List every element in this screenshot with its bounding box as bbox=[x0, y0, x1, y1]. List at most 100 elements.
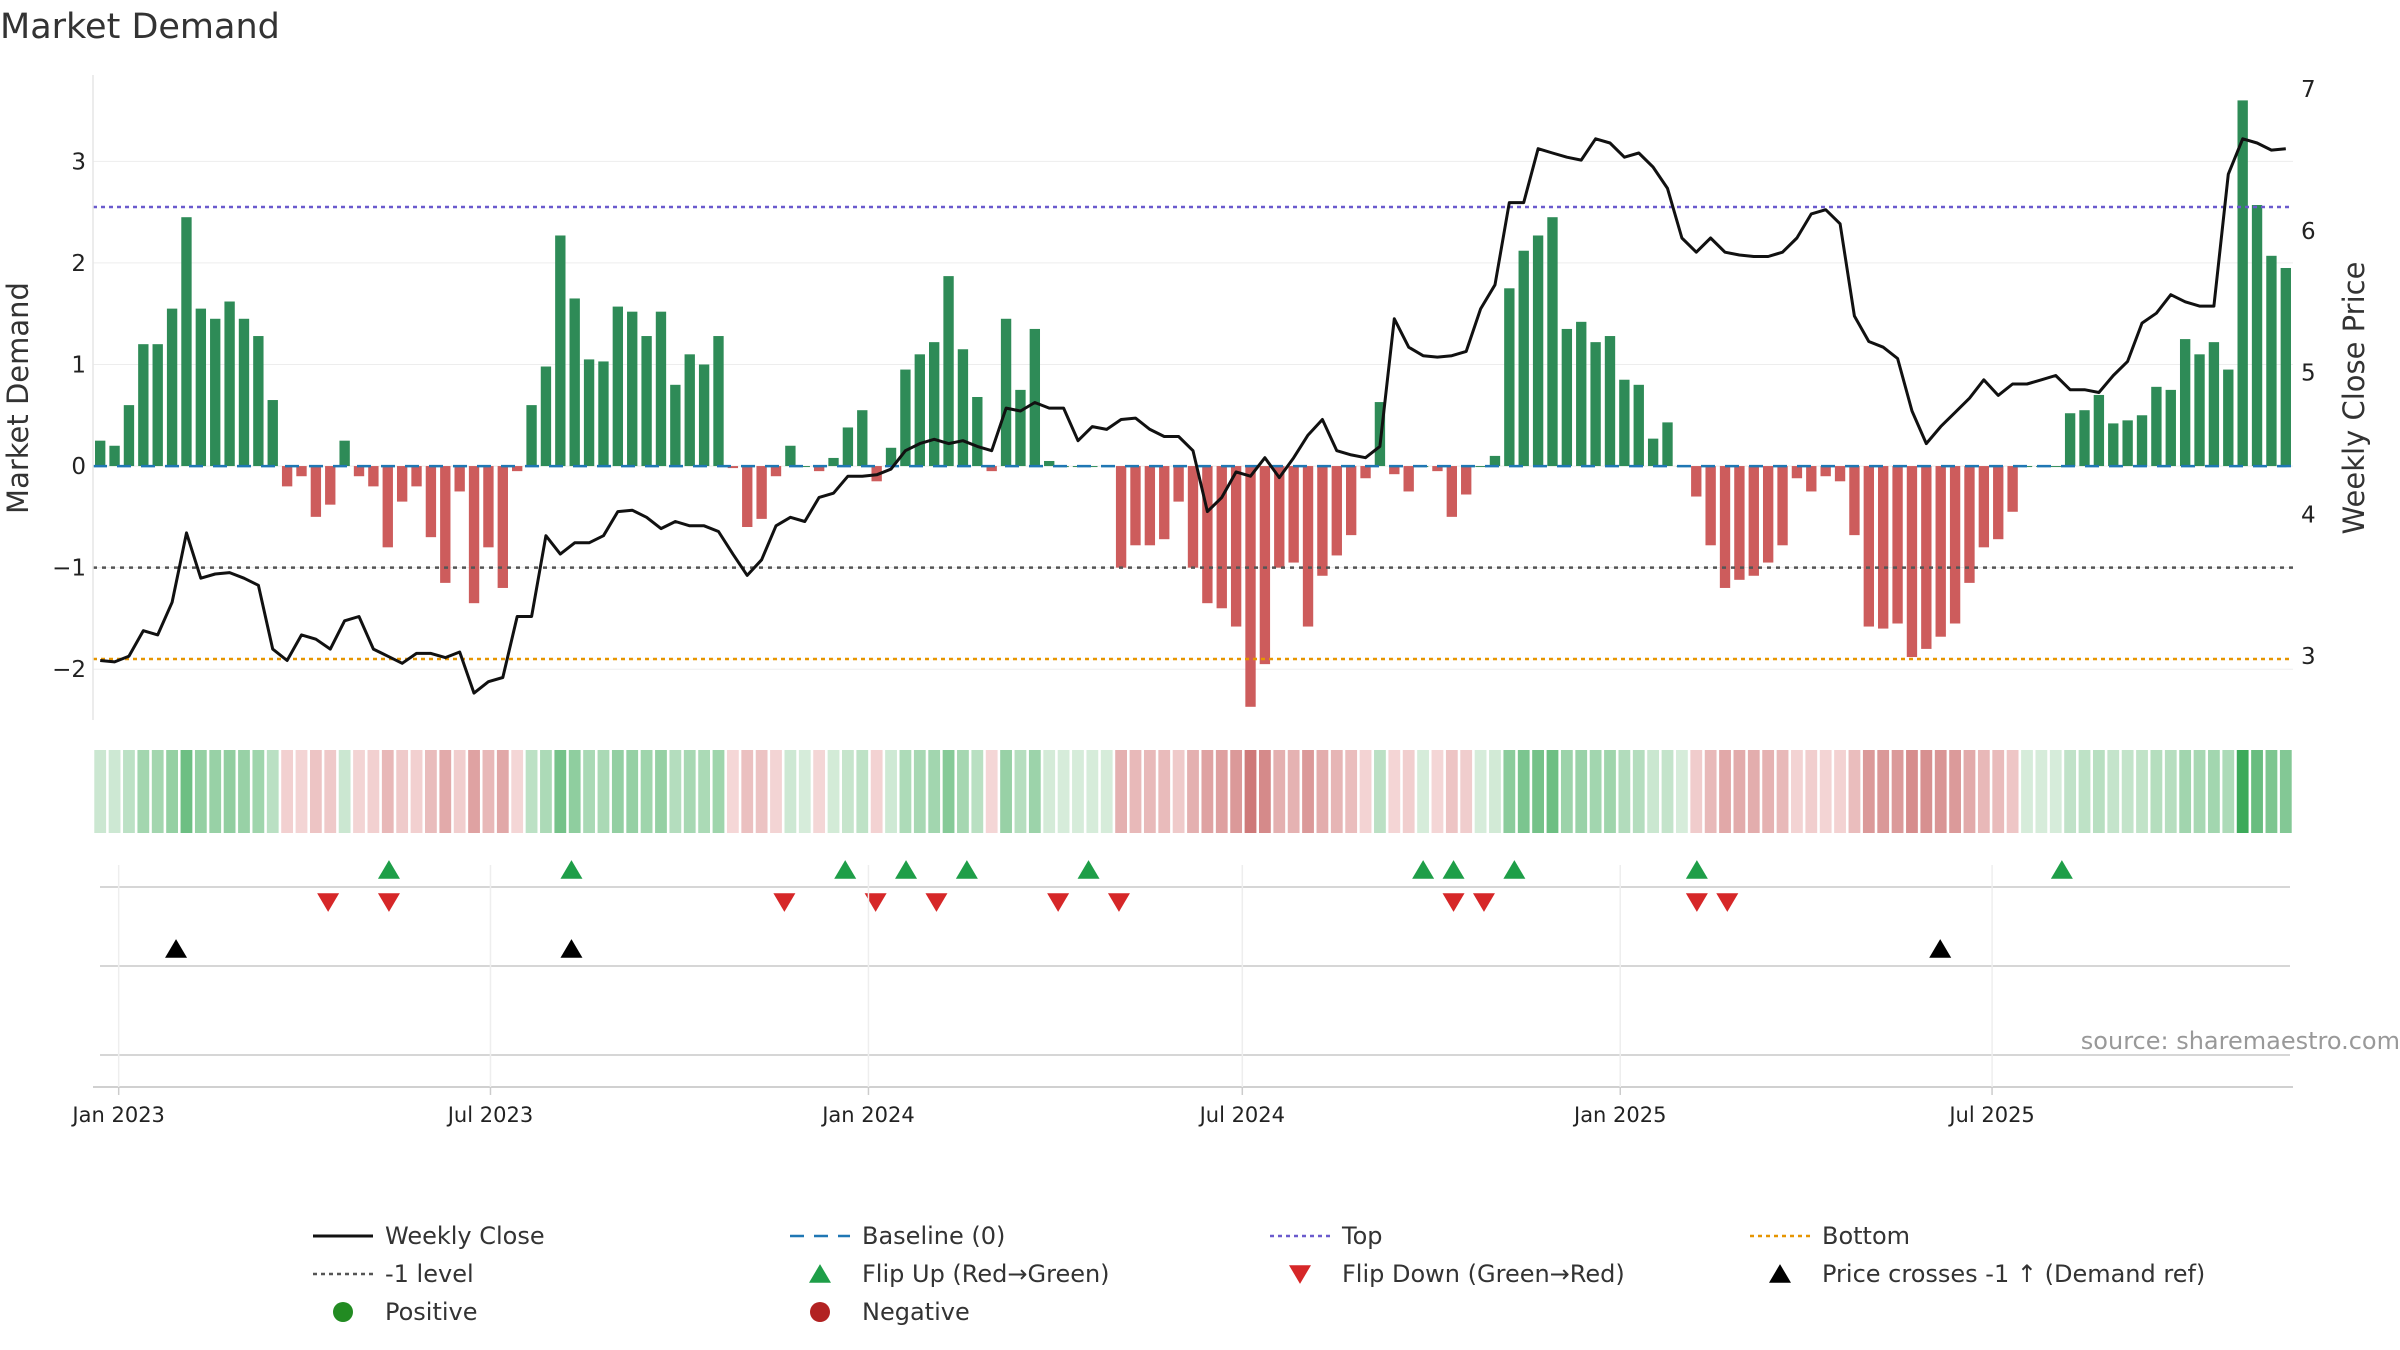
demand-bar bbox=[555, 235, 566, 467]
demand-bar bbox=[2179, 339, 2191, 467]
heat-cell bbox=[1690, 750, 1703, 833]
demand-bar bbox=[857, 410, 868, 467]
demand-bar bbox=[152, 344, 163, 467]
demand-bar bbox=[95, 440, 106, 467]
heat-cell bbox=[2078, 750, 2091, 833]
flip-up-marker bbox=[1442, 860, 1465, 879]
heat-cell bbox=[755, 750, 768, 833]
heat-cell bbox=[1575, 750, 1588, 833]
demand-bar bbox=[1806, 466, 1817, 492]
demand-bar bbox=[1173, 466, 1184, 502]
demand-bar bbox=[627, 311, 638, 467]
heat-cell bbox=[166, 750, 178, 833]
flip-up-marker bbox=[1503, 860, 1526, 879]
flip-down-marker bbox=[1047, 893, 1070, 912]
heat-cell bbox=[1072, 750, 1084, 833]
demand-bar bbox=[1245, 466, 1256, 707]
heat-cell bbox=[1028, 750, 1041, 833]
source-note: source: sharemaestro.com bbox=[2081, 1027, 2400, 1055]
demand-bar bbox=[1719, 466, 1731, 588]
demand-bar bbox=[166, 308, 178, 467]
demand-bar bbox=[828, 457, 839, 467]
left-tick-label: 3 bbox=[71, 149, 86, 175]
demand-bar bbox=[1791, 466, 1803, 479]
heat-cell bbox=[928, 750, 941, 833]
demand-bar bbox=[1403, 466, 1414, 492]
heat-cell bbox=[1517, 750, 1530, 833]
legend-swatch bbox=[810, 1302, 830, 1322]
x-tick-label: Jan 2023 bbox=[70, 1103, 165, 1127]
flip-down-marker bbox=[1716, 893, 1739, 912]
flip-down-marker bbox=[317, 893, 340, 912]
heat-cell bbox=[1719, 750, 1731, 833]
demand-bar bbox=[929, 342, 940, 467]
x-tick-label: Jan 2025 bbox=[1572, 1103, 1667, 1127]
heat-cell bbox=[1330, 750, 1343, 833]
demand-bar bbox=[885, 447, 897, 467]
heat-cell bbox=[568, 750, 581, 833]
heat-cell bbox=[1201, 750, 1214, 833]
heat-cell bbox=[1589, 750, 1602, 833]
flip-up-marker bbox=[1077, 860, 1100, 879]
legend-label: Positive bbox=[385, 1298, 478, 1326]
heat-cell bbox=[1776, 750, 1789, 833]
demand-bar bbox=[1159, 466, 1170, 540]
demand-bar bbox=[1662, 422, 1673, 467]
heat-cell bbox=[1273, 750, 1286, 833]
legend-item: Flip Up (Red→Green) bbox=[809, 1260, 1110, 1288]
demand-bar bbox=[1259, 466, 1271, 665]
heat-cell bbox=[2150, 750, 2163, 833]
heat-cell bbox=[2136, 750, 2148, 833]
legend-item: Price crosses -1 ↑ (Demand ref) bbox=[1769, 1260, 2205, 1288]
demand-bar bbox=[1863, 466, 1874, 627]
heat-cell bbox=[1086, 750, 1099, 833]
heat-cell bbox=[1158, 750, 1171, 833]
demand-bar bbox=[1949, 466, 1961, 624]
heat-cell bbox=[1143, 750, 1156, 833]
demand-bar bbox=[1230, 466, 1242, 627]
demand-bar bbox=[1849, 466, 1860, 536]
heat-cell bbox=[842, 750, 854, 833]
heat-cell bbox=[971, 750, 984, 833]
heat-cell bbox=[2121, 750, 2134, 833]
demand-bar bbox=[1576, 321, 1587, 467]
heat-cell bbox=[2006, 750, 2019, 833]
demand-bar bbox=[1935, 466, 1946, 637]
demand-bar bbox=[1187, 466, 1199, 568]
demand-bar bbox=[2266, 255, 2277, 467]
demand-bar bbox=[1820, 466, 1831, 477]
legend-item: Top bbox=[1270, 1222, 1383, 1250]
heat-cell bbox=[468, 750, 480, 833]
legend-item: Baseline (0) bbox=[790, 1222, 1005, 1250]
heat-cell bbox=[1445, 750, 1458, 833]
demand-bar bbox=[1216, 466, 1227, 609]
heat-cell bbox=[611, 750, 624, 833]
demand-bar bbox=[2093, 394, 2105, 467]
heat-cell bbox=[1215, 750, 1228, 833]
demand-bars bbox=[95, 100, 2291, 707]
demand-bar bbox=[339, 440, 350, 467]
demand-bar bbox=[497, 466, 508, 588]
demand-bar bbox=[468, 466, 480, 604]
heat-cell bbox=[281, 750, 294, 833]
left-tick-label: 1 bbox=[71, 352, 86, 378]
grid-layer bbox=[93, 160, 2293, 670]
heat-cell bbox=[741, 750, 754, 833]
demand-bar bbox=[1202, 466, 1213, 604]
flip-up-marker bbox=[955, 860, 978, 879]
demand-bar bbox=[1964, 466, 1975, 583]
heat-cell bbox=[1618, 750, 1631, 833]
demand-bar bbox=[1288, 466, 1299, 563]
heat-cell bbox=[798, 750, 811, 833]
heat-cell bbox=[410, 750, 423, 833]
demand-bar bbox=[684, 354, 695, 467]
cross-marker bbox=[1929, 939, 1952, 958]
flip-up-marker bbox=[1685, 860, 1708, 879]
heat-cell bbox=[669, 750, 682, 833]
demand-bar bbox=[2136, 415, 2148, 467]
flip-up-marker bbox=[2050, 860, 2073, 879]
demand-bar bbox=[1000, 318, 1012, 467]
demand-bar bbox=[1331, 466, 1342, 556]
heat-cell bbox=[1977, 750, 1990, 833]
demand-bar bbox=[2237, 100, 2248, 467]
